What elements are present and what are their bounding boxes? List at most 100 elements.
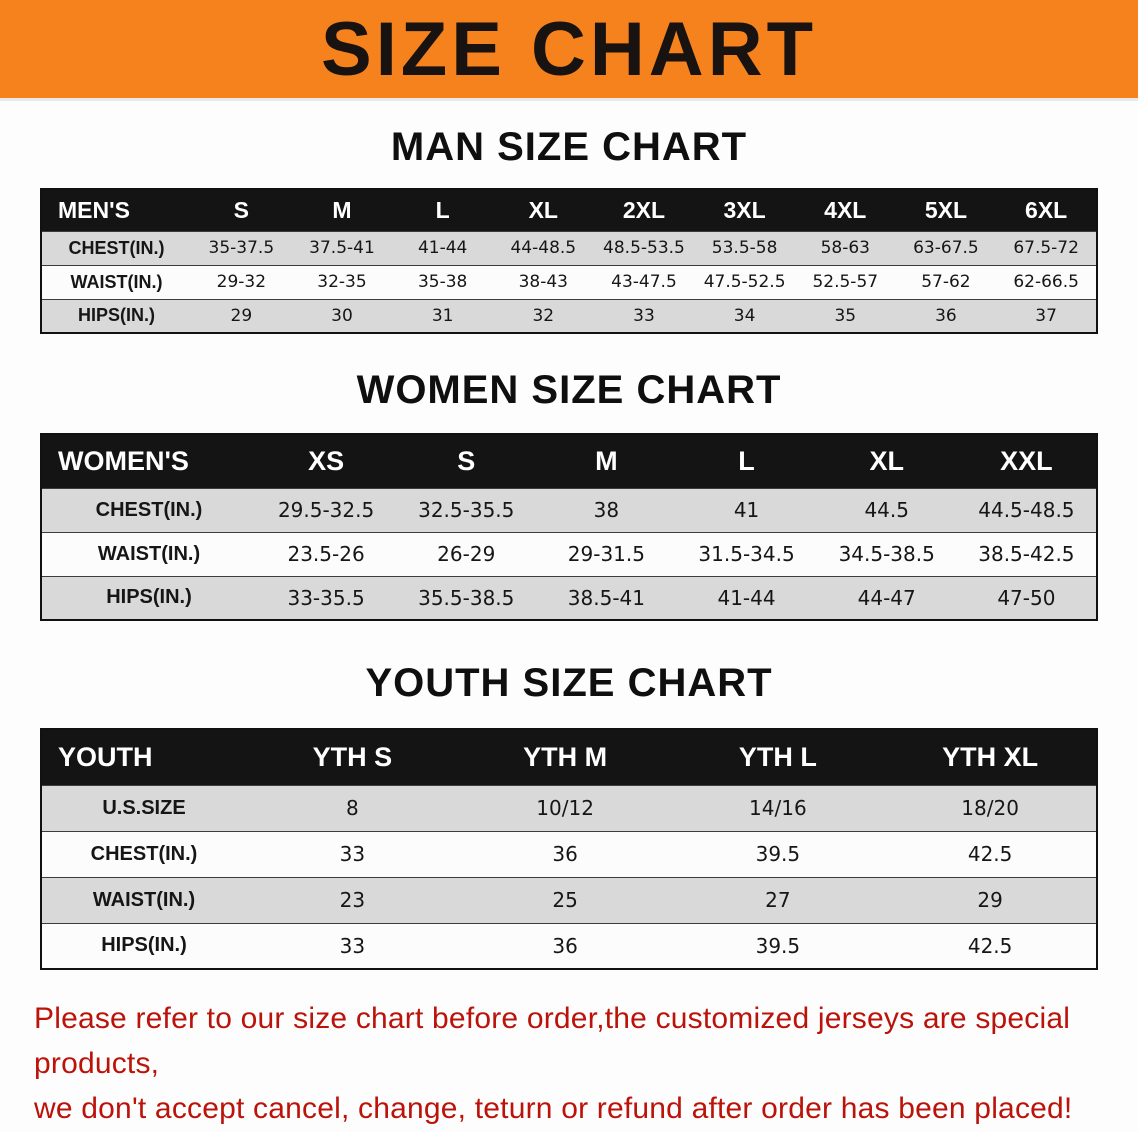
size-value-cell: 29-32 bbox=[191, 264, 292, 299]
size-value-cell: 43-47.5 bbox=[593, 264, 695, 299]
row-label: HIPS(IN.) bbox=[41, 922, 246, 969]
size-value-cell: 8 bbox=[246, 784, 459, 831]
size-header-cell: XS bbox=[308, 445, 345, 476]
size-value-cell: 34.5-38.5 bbox=[816, 531, 957, 576]
size-header-cell: 6XL bbox=[1025, 196, 1068, 223]
size-value-cell: 36 bbox=[895, 298, 997, 333]
men-waist-row: WAIST(IN.) 29-32 32-35 35-38 38-43 43-47… bbox=[41, 264, 1097, 299]
size-value-cell: 31 bbox=[392, 298, 493, 333]
size-value-cell: 38-43 bbox=[492, 264, 594, 299]
men-chest-row: CHEST(IN.) 35-37.5 37.5-41 41-44 44-48.5… bbox=[41, 230, 1097, 265]
disclaimer-line-2: we don't accept cancel, change, teturn o… bbox=[34, 1092, 1073, 1125]
size-value-cell: 33 bbox=[246, 830, 459, 877]
size-value-cell: 42.5 bbox=[884, 830, 1097, 877]
size-header-cell: 2XL bbox=[622, 196, 666, 223]
disclaimer-note: Please refer to our size chart before or… bbox=[0, 996, 1138, 1131]
size-value-cell: 41-44 bbox=[676, 575, 817, 620]
size-value-cell: 35-38 bbox=[392, 264, 493, 299]
size-header-cell: YTH L bbox=[738, 741, 817, 772]
men-size-table: MEN'S S M L XL 2XL 3XL 4XL 5XL 6XL CHEST… bbox=[40, 188, 1098, 334]
size-value-cell: 10/12 bbox=[458, 784, 672, 831]
size-value-cell: 57-62 bbox=[895, 264, 997, 299]
men-header-row: MEN'S S M L XL 2XL 3XL 4XL 5XL 6XL bbox=[41, 189, 1097, 231]
women-waist-row: WAIST(IN.) 23.5-26 26-29 29-31.5 31.5-34… bbox=[41, 531, 1097, 576]
youth-table-title: YOUTH bbox=[58, 741, 153, 772]
size-header-cell: XL bbox=[528, 196, 558, 223]
size-value-cell: 35-37.5 bbox=[191, 230, 292, 265]
women-size-section: WOMEN SIZE CHART WOMEN'S XS S M L XL XXL… bbox=[0, 334, 1138, 621]
size-header-cell: S bbox=[233, 196, 249, 223]
youth-hips-row: HIPS(IN.) 33 36 39.5 42.5 bbox=[41, 922, 1097, 969]
size-value-cell: 44-48.5 bbox=[492, 230, 594, 265]
row-label: CHEST(IN.) bbox=[41, 230, 191, 265]
women-header-row: WOMEN'S XS S M L XL XXL bbox=[41, 434, 1097, 488]
size-value-cell: 37.5-41 bbox=[291, 230, 393, 265]
size-value-cell: 36 bbox=[458, 830, 672, 877]
size-header-cell: 5XL bbox=[924, 196, 968, 223]
size-value-cell: 52.5-57 bbox=[794, 264, 896, 299]
size-value-cell: 63-67.5 bbox=[895, 230, 997, 265]
row-label: HIPS(IN.) bbox=[41, 575, 256, 620]
size-value-cell: 62-66.5 bbox=[996, 264, 1097, 299]
size-value-cell: 32-35 bbox=[291, 264, 393, 299]
size-value-cell: 35.5-38.5 bbox=[396, 575, 537, 620]
size-header-cell: XL bbox=[869, 445, 904, 476]
size-value-cell: 38 bbox=[536, 487, 677, 532]
size-value-cell: 67.5-72 bbox=[996, 230, 1097, 265]
size-header-cell: 3XL bbox=[723, 196, 766, 223]
size-value-cell: 33 bbox=[246, 922, 459, 969]
size-value-cell: 58-63 bbox=[794, 230, 896, 265]
row-label: WAIST(IN.) bbox=[41, 876, 246, 923]
size-value-cell: 34 bbox=[694, 298, 795, 333]
youth-size-section: YOUTH SIZE CHART YOUTH YTH S YTH M YTH L… bbox=[0, 621, 1138, 970]
size-value-cell: 18/20 bbox=[884, 784, 1097, 831]
size-value-cell: 29-31.5 bbox=[536, 531, 677, 576]
row-label: U.S.SIZE bbox=[41, 784, 246, 831]
size-header-cell: XXL bbox=[1000, 445, 1053, 476]
disclaimer-line-1: Please refer to our size chart before or… bbox=[34, 1002, 1071, 1080]
women-chest-row: CHEST(IN.) 29.5-32.5 32.5-35.5 38 41 44.… bbox=[41, 487, 1097, 532]
size-value-cell: 31.5-34.5 bbox=[676, 531, 817, 576]
size-value-cell: 32.5-35.5 bbox=[396, 487, 537, 532]
size-value-cell: 36 bbox=[458, 922, 672, 969]
size-value-cell: 39.5 bbox=[671, 922, 885, 969]
size-header-cell: YTH S bbox=[312, 741, 393, 772]
row-label: CHEST(IN.) bbox=[41, 487, 256, 532]
size-value-cell: 23.5-26 bbox=[256, 531, 397, 576]
size-header-cell: S bbox=[457, 445, 476, 476]
size-value-cell: 47.5-52.5 bbox=[694, 264, 795, 299]
youth-chest-row: CHEST(IN.) 33 36 39.5 42.5 bbox=[41, 830, 1097, 877]
size-value-cell: 53.5-58 bbox=[694, 230, 795, 265]
size-value-cell: 35 bbox=[794, 298, 896, 333]
size-value-cell: 39.5 bbox=[671, 830, 885, 877]
size-value-cell: 38.5-42.5 bbox=[956, 531, 1097, 576]
size-value-cell: 44-47 bbox=[816, 575, 957, 620]
size-chart-banner: SIZE CHART bbox=[0, 0, 1138, 101]
men-size-section: MAN SIZE CHART MEN'S S M L XL 2XL 3XL 4X… bbox=[0, 101, 1138, 334]
size-header-cell: L bbox=[435, 196, 450, 223]
row-label: WAIST(IN.) bbox=[41, 264, 191, 299]
men-table-title: MEN'S bbox=[58, 196, 130, 223]
size-header-cell: L bbox=[738, 445, 755, 476]
size-header-cell: YTH XL bbox=[942, 741, 1039, 772]
size-header-cell: M bbox=[332, 196, 352, 223]
size-value-cell: 41 bbox=[676, 487, 817, 532]
size-value-cell: 32 bbox=[492, 298, 594, 333]
youth-section-heading: YOUTH SIZE CHART bbox=[365, 661, 773, 705]
row-label: WAIST(IN.) bbox=[41, 531, 256, 576]
size-value-cell: 29.5-32.5 bbox=[256, 487, 397, 532]
size-value-cell: 29 bbox=[191, 298, 292, 333]
size-value-cell: 41-44 bbox=[392, 230, 493, 265]
men-hips-row: HIPS(IN.) 29 30 31 32 33 34 35 36 37 bbox=[41, 298, 1097, 333]
women-size-table: WOMEN'S XS S M L XL XXL CHEST(IN.) 29.5-… bbox=[40, 433, 1098, 621]
size-value-cell: 27 bbox=[671, 876, 885, 923]
women-table-title: WOMEN'S bbox=[58, 445, 189, 476]
size-header-cell: M bbox=[595, 445, 618, 476]
size-value-cell: 30 bbox=[291, 298, 393, 333]
banner-title: SIZE CHART bbox=[321, 6, 817, 92]
size-value-cell: 48.5-53.5 bbox=[593, 230, 695, 265]
size-value-cell: 23 bbox=[246, 876, 459, 923]
size-value-cell: 37 bbox=[996, 298, 1097, 333]
size-value-cell: 38.5-41 bbox=[536, 575, 677, 620]
women-section-heading: WOMEN SIZE CHART bbox=[356, 368, 782, 412]
